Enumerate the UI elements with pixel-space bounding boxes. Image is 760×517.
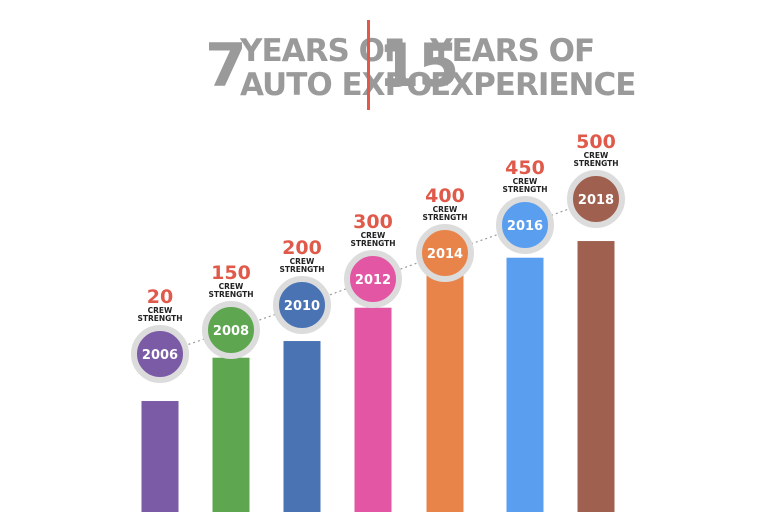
year-circle-2012 bbox=[344, 250, 402, 308]
year-circle-2010 bbox=[273, 276, 331, 334]
year-label: 2008 bbox=[213, 324, 249, 339]
year-label: 2018 bbox=[578, 193, 614, 208]
caption-strength: STRENGTH bbox=[350, 239, 395, 248]
right-line2: EXPERIENCE bbox=[430, 67, 636, 103]
year-circle-2016 bbox=[496, 196, 554, 254]
caption-strength: STRENGTH bbox=[279, 265, 324, 274]
year-label: 2014 bbox=[427, 247, 463, 262]
caption-crew: CREW bbox=[219, 282, 244, 291]
year-circle-2008 bbox=[202, 301, 260, 359]
year-label: 2010 bbox=[284, 299, 320, 314]
caption-strength: STRENGTH bbox=[137, 314, 182, 323]
value-label: 450 bbox=[505, 157, 545, 179]
caption-crew: CREW bbox=[584, 151, 609, 160]
value-label: 20 bbox=[147, 286, 173, 308]
caption-crew: CREW bbox=[361, 231, 386, 240]
bar-2008 bbox=[212, 357, 250, 512]
caption-strength: STRENGTH bbox=[502, 185, 547, 194]
bar-2006 bbox=[141, 401, 179, 512]
caption-strength: STRENGTH bbox=[573, 159, 618, 168]
header: 7 YEARS OF AUTO EXPO 15 YEARS OF EXPERIE… bbox=[0, 0, 760, 115]
bar-2018 bbox=[577, 241, 615, 513]
caption-crew: CREW bbox=[290, 257, 315, 266]
year-circle-2018 bbox=[567, 170, 625, 228]
year-label: 2006 bbox=[142, 348, 178, 363]
header-divider bbox=[367, 20, 370, 110]
value-label: 400 bbox=[425, 185, 465, 207]
bar-2016 bbox=[506, 257, 544, 512]
left-line1: YEARS OF bbox=[240, 33, 405, 69]
year-circle-2014 bbox=[416, 224, 474, 282]
caption-crew: CREW bbox=[148, 306, 173, 315]
right-number: 15 bbox=[378, 31, 459, 101]
caption-strength: STRENGTH bbox=[422, 213, 467, 222]
caption-crew: CREW bbox=[513, 177, 538, 186]
bar-2014 bbox=[426, 274, 464, 512]
left-line2: AUTO EXPO bbox=[240, 67, 433, 103]
value-label: 500 bbox=[576, 131, 616, 153]
year-label: 2012 bbox=[355, 273, 391, 288]
caption-strength: STRENGTH bbox=[208, 290, 253, 299]
value-label: 200 bbox=[282, 237, 322, 259]
bar-2010 bbox=[283, 341, 321, 512]
left-number: 7 bbox=[205, 31, 247, 101]
right-line1: YEARS OF bbox=[430, 33, 595, 69]
bar-2012 bbox=[354, 307, 392, 512]
year-circle-2006 bbox=[131, 325, 189, 383]
value-label: 150 bbox=[211, 262, 251, 284]
value-label: 300 bbox=[353, 211, 393, 233]
caption-crew: CREW bbox=[433, 205, 458, 214]
year-label: 2016 bbox=[507, 219, 543, 234]
